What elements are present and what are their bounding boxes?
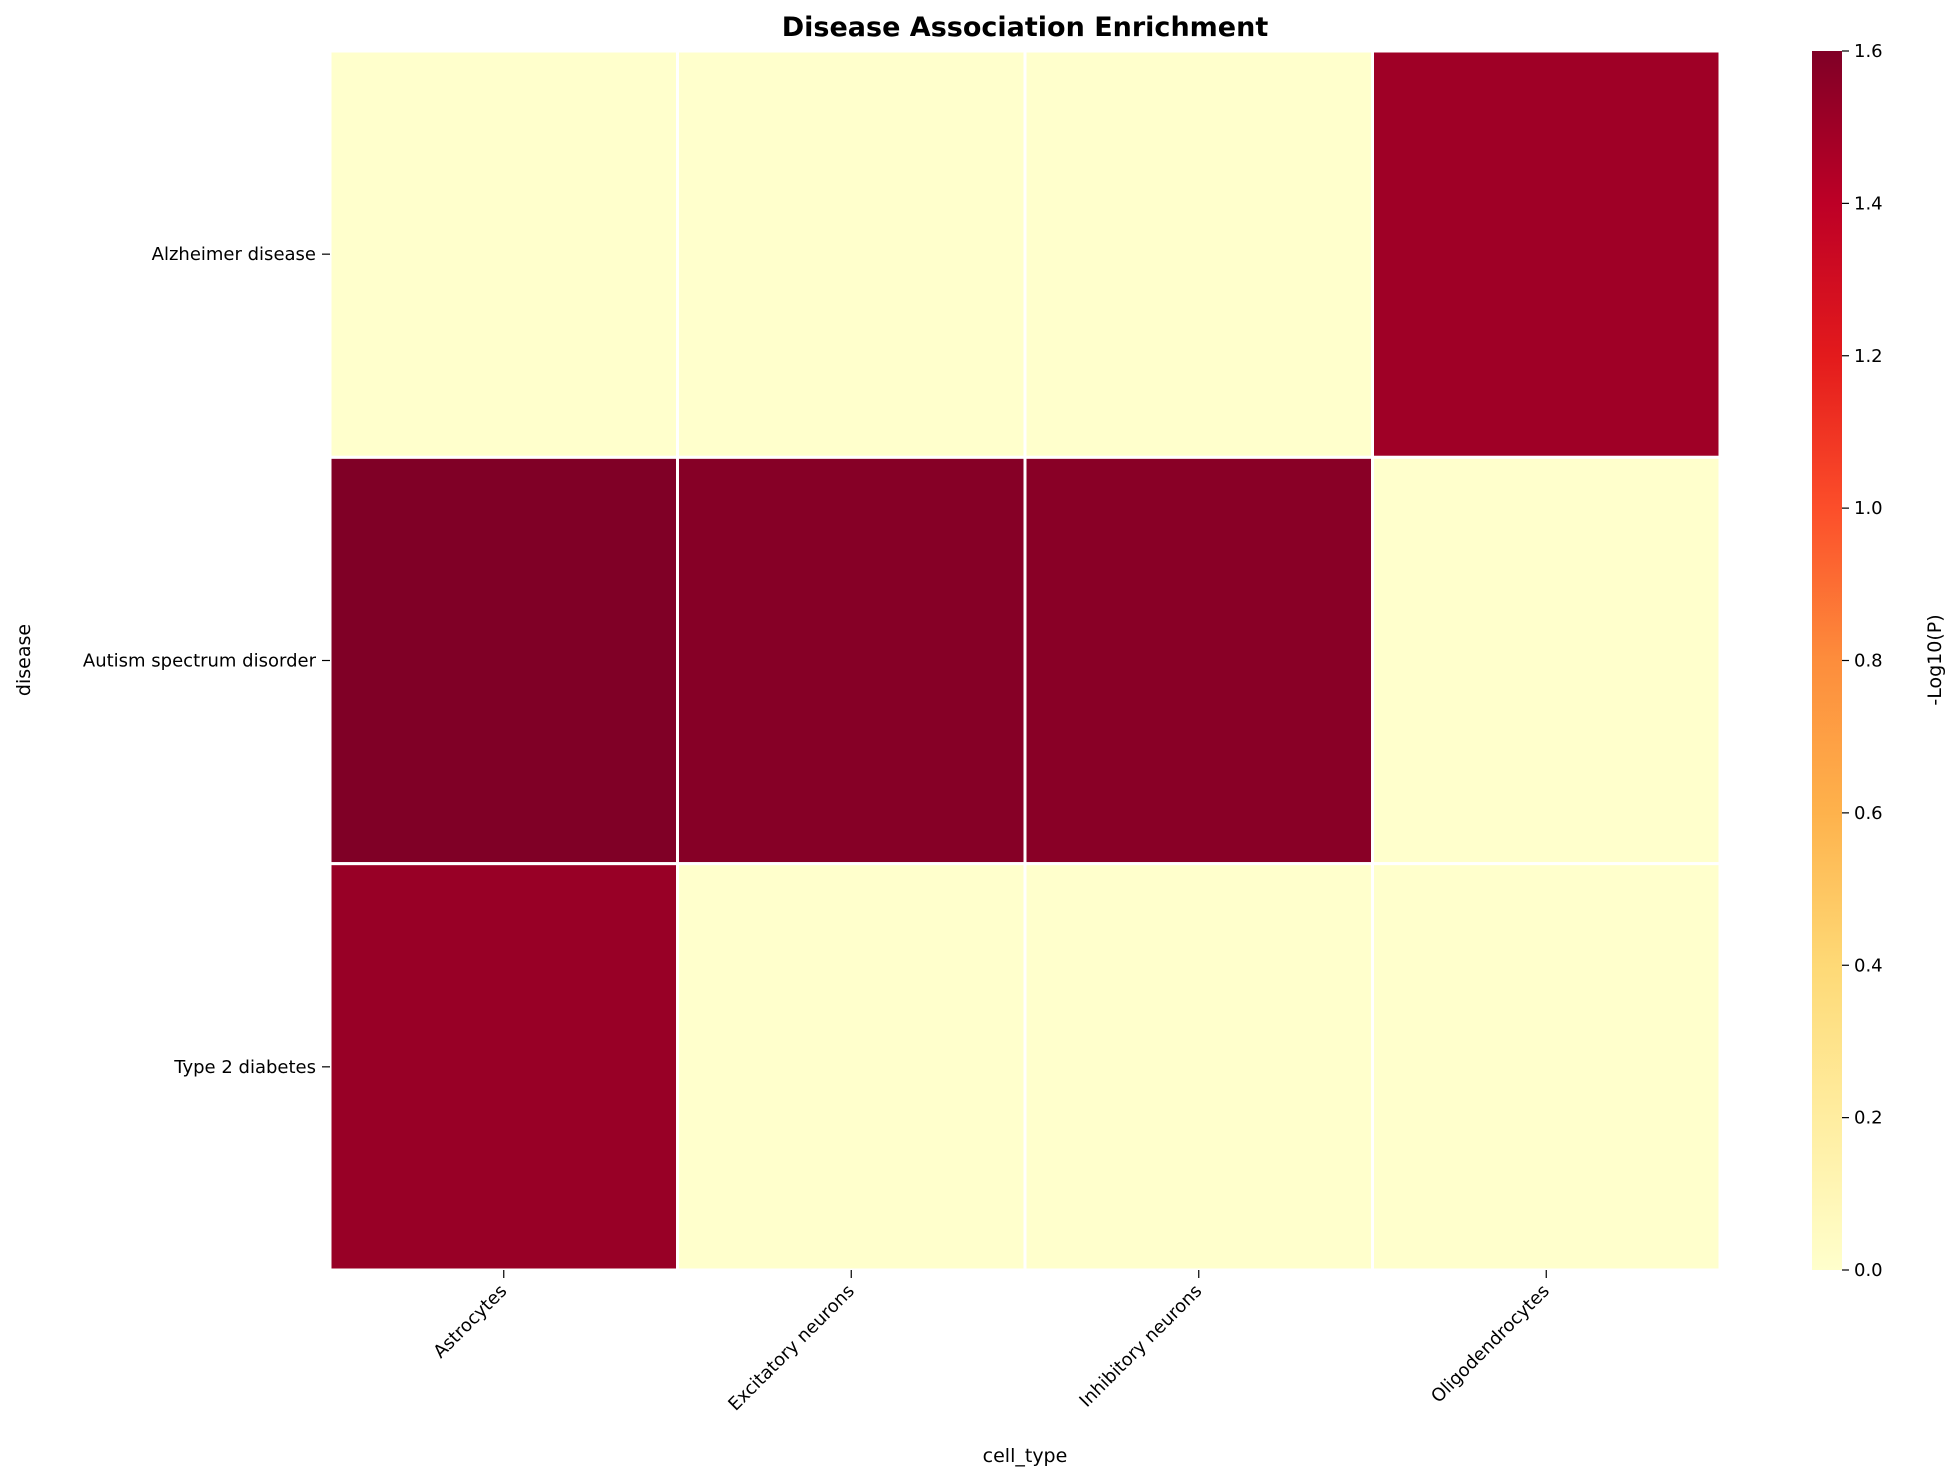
heatmap-cell [1371, 49, 1722, 459]
colorbar-tick-label: 0.2 [1854, 1108, 1883, 1129]
heatmap-cell [676, 49, 1027, 459]
x-tick-label: Astrocytes [429, 1281, 511, 1363]
y-axis-ticks: Alzheimer disease Autism spectrum disorde… [83, 244, 330, 1078]
colorbar-tick-label: 1.6 [1854, 41, 1883, 62]
y-tick-label: Type 2 diabetes [173, 1057, 316, 1078]
colorbar-tick-label: 0.0 [1854, 1260, 1883, 1281]
heatmap-cell [676, 455, 1027, 866]
heatmap-cell [1023, 862, 1374, 1272]
heatmap-cell [1023, 455, 1374, 866]
y-tick-label: Autism spectrum disorder [83, 651, 317, 672]
x-tick-label: Excitatory neurons [724, 1281, 859, 1416]
heatmap-cell [1023, 49, 1374, 459]
colorbar-tick-label: 0.8 [1854, 651, 1883, 672]
heatmap-cell [1371, 455, 1722, 866]
x-tick-label: Oligodendrocytes [1427, 1281, 1554, 1408]
heatmap-cell [328, 455, 679, 866]
heatmap-cell [328, 49, 679, 459]
heatmap-cell [328, 862, 679, 1272]
colorbar-label: -Log10(P) [1924, 614, 1946, 705]
colorbar-tick-label: 0.6 [1854, 803, 1883, 824]
colorbar-tick-label: 1.4 [1854, 193, 1883, 214]
heatmap-cell [1371, 862, 1722, 1272]
chart-title: Disease Association Enrichment [782, 12, 1269, 43]
colorbar-tick-label: 1.2 [1854, 346, 1883, 367]
x-axis-label: cell_type [983, 1445, 1068, 1467]
x-tick-label: Inhibitory neurons [1075, 1281, 1206, 1412]
colorbar-tick-label: 0.4 [1854, 955, 1883, 976]
y-axis-label: disease [13, 624, 35, 696]
colorbar: 0.0 0.2 0.4 0.6 0.8 1.0 1.2 1.4 1.6 [1812, 41, 1883, 1281]
heatmap-cells [328, 49, 1722, 1272]
colorbar-gradient [1812, 51, 1842, 1270]
x-axis-ticks: Astrocytes Excitatory neurons Inhibitory n… [429, 1270, 1554, 1416]
heatmap-cell [676, 862, 1027, 1272]
colorbar-tick-label: 1.0 [1854, 498, 1883, 519]
y-tick-label: Alzheimer disease [152, 244, 316, 265]
